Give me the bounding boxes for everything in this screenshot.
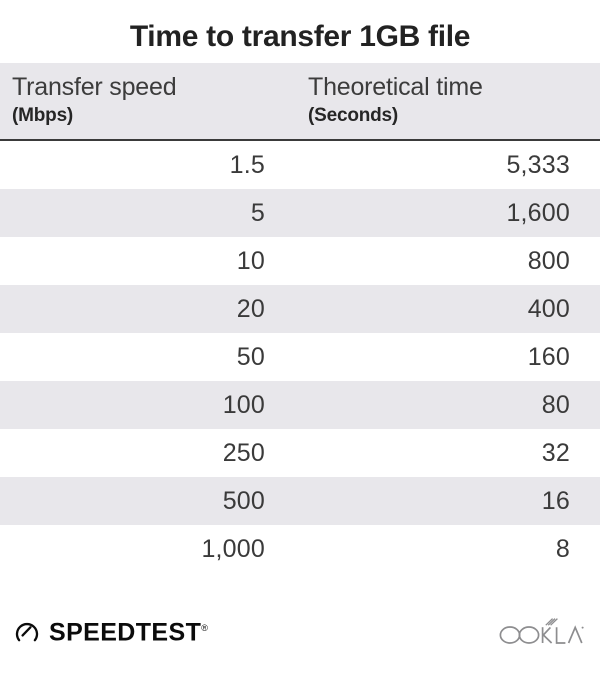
cell-theoretical-time: 8 <box>555 534 570 563</box>
cell-theoretical-time: 800 <box>527 246 570 275</box>
footer: SPEEDTEST® OOKLA <box>0 585 600 677</box>
table-row: 1.5 5,333 <box>0 141 600 189</box>
cell-transfer-speed: 100 <box>222 390 265 419</box>
speedtest-wordmark: SPEEDTEST® <box>49 616 208 645</box>
cell-transfer-speed: 500 <box>222 486 265 515</box>
table-row: 100 80 <box>0 381 600 429</box>
column-header-theoretical-time-title: Theoretical time <box>308 73 483 101</box>
cell-theoretical-time: 1,600 <box>506 198 570 227</box>
column-header-transfer-speed: Transfer speed (Mbps) <box>0 72 300 129</box>
table-header-row: Transfer speed (Mbps) Theoretical time (… <box>0 63 600 141</box>
cell-theoretical-time: 80 <box>541 390 570 419</box>
cell-transfer-speed: 1,000 <box>201 534 265 563</box>
cell-theoretical-time: 5,333 <box>506 150 570 179</box>
column-header-theoretical-time-unit: (Seconds) <box>308 105 399 126</box>
table-row: 250 32 <box>0 429 600 477</box>
cell-theoretical-time: 32 <box>541 438 570 467</box>
column-header-transfer-speed-unit: (Mbps) <box>12 105 74 126</box>
cell-theoretical-time: 160 <box>527 342 570 371</box>
cell-theoretical-time: 400 <box>527 294 570 323</box>
cell-theoretical-time: 16 <box>541 486 570 515</box>
table-row: 50 160 <box>0 333 600 381</box>
column-header-transfer-speed-title: Transfer speed <box>12 73 177 101</box>
cell-transfer-speed: 20 <box>236 294 265 323</box>
cell-transfer-speed: 50 <box>236 342 265 371</box>
table-row: 10 800 <box>0 237 600 285</box>
page-title: Time to transfer 1GB file <box>129 20 471 53</box>
table-row: 5 1,600 <box>0 189 600 237</box>
registered-trademark-icon: ® <box>201 623 208 634</box>
cell-transfer-speed: 10 <box>236 246 265 275</box>
column-header-theoretical-time: Theoretical time (Seconds) <box>300 72 600 129</box>
cell-transfer-speed: 5 <box>250 198 265 227</box>
cell-transfer-speed: 1.5 <box>229 150 265 179</box>
speedometer-icon <box>14 618 40 644</box>
table-row: 1,000 8 <box>0 525 600 573</box>
transfer-time-table: Transfer speed (Mbps) Theoretical time (… <box>0 63 600 573</box>
ookla-logo: OOKLA <box>498 616 584 646</box>
cell-transfer-speed: 250 <box>222 438 265 467</box>
speedtest-wordmark-text: SPEEDTEST <box>49 618 202 647</box>
speedtest-logo: SPEEDTEST® <box>14 616 208 645</box>
table-row: 500 16 <box>0 477 600 525</box>
table-row: 20 400 <box>0 285 600 333</box>
